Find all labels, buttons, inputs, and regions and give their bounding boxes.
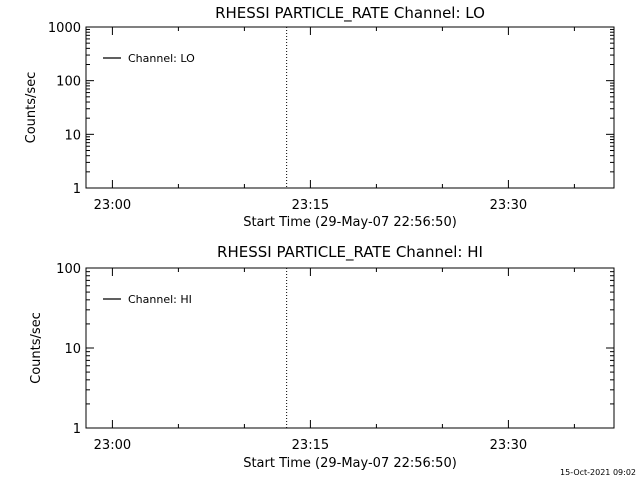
chart-title: RHESSI PARTICLE_RATE Channel: HI	[217, 243, 483, 262]
x-tick-label: 23:30	[490, 438, 527, 453]
x-tick-label: 23:00	[94, 198, 131, 213]
chart-title: RHESSI PARTICLE_RATE Channel: LO	[215, 4, 485, 23]
x-tick-label: 23:00	[94, 438, 131, 453]
plot-frame	[85, 26, 615, 189]
y-tick-label: 1	[73, 182, 81, 197]
x-tick-label: 23:15	[292, 198, 329, 213]
x-tick-label: 23:15	[292, 438, 329, 453]
lo-channel-panel: RHESSI PARTICLE_RATE Channel: LO 23:00 23:…	[24, 4, 615, 230]
y-tick-label: 100	[56, 75, 81, 90]
plot-frame	[85, 267, 615, 429]
legend-label: Channel: HI	[128, 293, 192, 306]
y-axis-label: Counts/sec	[29, 312, 44, 384]
y-tick-label: 100	[56, 262, 81, 277]
y-tick-label: 1000	[48, 21, 81, 36]
legend-label: Channel: LO	[128, 52, 195, 65]
x-axis-label: Start Time (29-May-07 22:56:50)	[243, 215, 457, 230]
x-tick-label: 23:30	[490, 198, 527, 213]
y-axis-label: Counts/sec	[24, 72, 39, 144]
y-tick-label: 10	[64, 342, 81, 357]
hi-channel-panel: RHESSI PARTICLE_RATE Channel: HI 23:00 23:…	[29, 243, 615, 471]
y-tick-label: 1	[73, 422, 81, 437]
footer-timestamp: 15-Oct-2021 09:02	[560, 468, 636, 477]
x-axis-label: Start Time (29-May-07 22:56:50)	[243, 456, 457, 471]
y-tick-label: 10	[64, 128, 81, 143]
